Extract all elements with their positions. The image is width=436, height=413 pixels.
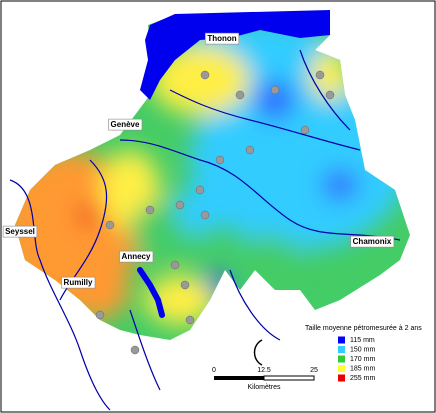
- scale-bar: 0 12.5 25 Kilomètres: [212, 339, 318, 391]
- city-label: Annecy: [122, 252, 151, 261]
- scale-tick-label: 12.5: [257, 367, 271, 374]
- city-label: Chamonix: [353, 237, 392, 246]
- scale-segment: [263, 375, 315, 381]
- city-label-box: [108, 118, 143, 131]
- scale-unit: Kilomètres: [247, 384, 281, 391]
- city-label: Thonon: [207, 34, 236, 43]
- legend-label: 115 mm: [350, 337, 375, 344]
- scale-tick-label: 0: [212, 367, 216, 374]
- city-label-box: [119, 250, 154, 263]
- legend-swatch: [338, 336, 345, 344]
- legend-label: 255 mm: [350, 375, 375, 382]
- legend-title: Taille moyenne pétromesurée à 2 ans: [305, 325, 422, 332]
- city-label-box: [61, 276, 96, 289]
- stations: [95, 70, 335, 355]
- city-label: Rumilly: [64, 278, 93, 287]
- scale-segment: [214, 376, 264, 380]
- legend-swatch: [338, 355, 345, 363]
- city-label-box: [205, 32, 240, 45]
- legend-label: 185 mm: [350, 365, 375, 372]
- city-label-box: [350, 235, 395, 248]
- lake-geneva: [140, 10, 330, 100]
- city-label: Genève: [111, 120, 140, 129]
- city-labels: Thonon Genève Seyssel Rumilly Annecy Chamonix: [2, 32, 395, 289]
- lake-annecy: [137, 267, 165, 318]
- legend: Taille moyenne pétromesurée à 2 ans 115 …: [305, 325, 422, 382]
- legend-swatch: [338, 374, 345, 382]
- scale-tick-label: 25: [310, 367, 318, 374]
- legend-swatch: [338, 365, 345, 372]
- legend-label: 150 mm: [350, 346, 375, 353]
- legend-label: 170 mm: [350, 356, 375, 363]
- city-label: Seyssel: [5, 227, 35, 236]
- legend-swatch: [338, 346, 345, 353]
- city-label-box: [2, 225, 38, 238]
- north-arrow: [253, 339, 263, 366]
